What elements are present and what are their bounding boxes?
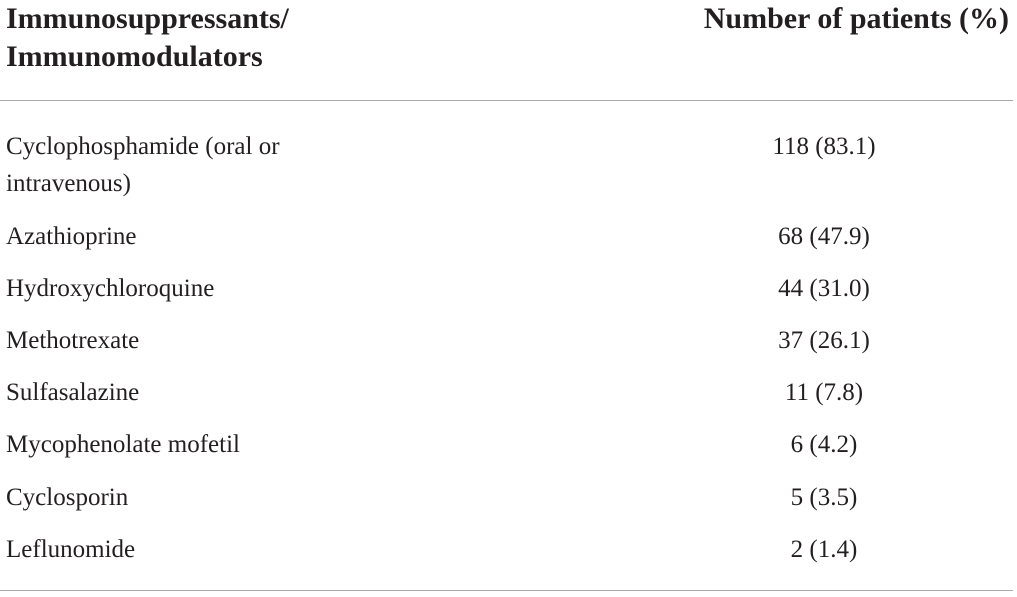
patient-count: 11 (7.8): [784, 379, 864, 406]
column-header-drug: Immunosuppressants/ Immunomodulators: [6, 0, 526, 76]
patient-count: 6 (4.2): [790, 431, 858, 458]
table-header: Immunosuppressants/ Immunomodulators Num…: [0, 0, 1013, 101]
drug-name: Sulfasalazine: [6, 379, 140, 406]
column-header-drug-line1: Immunosuppressants/: [6, 2, 289, 35]
patient-count: 2 (1.4): [790, 536, 858, 563]
table-bottom-rule: [0, 590, 1013, 591]
drug-name: Methotrexate: [6, 327, 140, 354]
column-header-patients: Number of patients (%): [703, 2, 1009, 35]
drug-name: Azathioprine: [6, 223, 137, 250]
patient-count: 37 (26.1): [778, 327, 870, 354]
drug-name: Cyclosporin: [6, 484, 129, 511]
drug-name: Hydroxychloroquine: [6, 275, 215, 302]
patient-count: 118 (83.1): [772, 133, 876, 160]
column-header-drug-line2: Immunomodulators: [6, 40, 263, 73]
drug-name: Mycophenolate mofetil: [6, 431, 240, 458]
patient-count: 44 (31.0): [778, 275, 870, 302]
drug-name: Cyclophosphamide (oral or intravenous): [6, 133, 280, 197]
data-table: Immunosuppressants/ Immunomodulators Num…: [0, 0, 1013, 563]
patient-count: 68 (47.9): [778, 223, 870, 250]
patient-count: 5 (3.5): [790, 484, 858, 511]
drug-name: Leflunomide: [6, 536, 136, 563]
